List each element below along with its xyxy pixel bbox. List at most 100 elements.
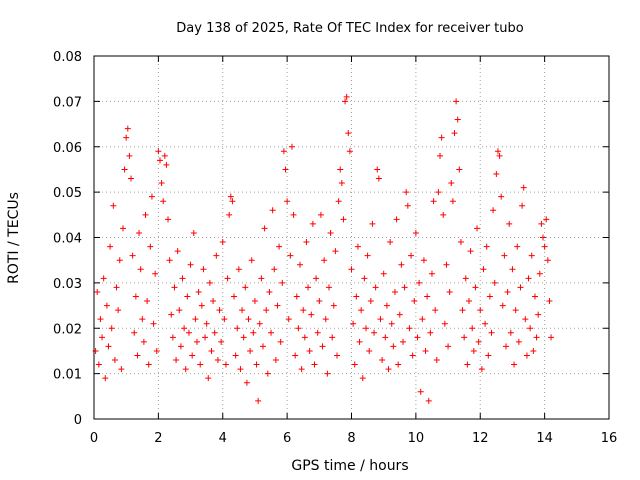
- data-point: [303, 239, 310, 246]
- data-point: [501, 252, 508, 259]
- data-point: [169, 334, 176, 341]
- data-point: [181, 325, 188, 332]
- data-point: [461, 334, 468, 341]
- data-point: [369, 220, 376, 227]
- data-point: [494, 148, 501, 155]
- data-point: [158, 180, 165, 187]
- data-point: [504, 288, 511, 295]
- data-point: [398, 261, 405, 268]
- data-point: [527, 325, 534, 332]
- data-point: [427, 329, 434, 336]
- y-tick-label: 0.02: [53, 322, 82, 337]
- data-point: [425, 397, 432, 404]
- data-point: [343, 93, 350, 100]
- data-point: [306, 347, 313, 354]
- data-point: [350, 320, 357, 327]
- data-point: [198, 302, 205, 309]
- data-point: [367, 298, 374, 305]
- data-point: [469, 325, 476, 332]
- data-point: [440, 211, 447, 218]
- data-point: [206, 279, 213, 286]
- data-point: [177, 343, 184, 350]
- data-point: [128, 175, 135, 182]
- data-point: [308, 311, 315, 318]
- data-point: [472, 284, 479, 291]
- data-point: [242, 284, 249, 291]
- data-point: [538, 220, 545, 227]
- data-point: [219, 239, 226, 246]
- data-point: [353, 293, 360, 300]
- y-tick-label: 0.01: [53, 368, 82, 383]
- data-point: [168, 311, 175, 318]
- data-point: [428, 270, 435, 277]
- data-point: [155, 148, 162, 155]
- data-point: [105, 343, 112, 350]
- data-point: [388, 320, 395, 327]
- data-point: [441, 320, 448, 327]
- data-point: [250, 329, 257, 336]
- data-point: [375, 175, 382, 182]
- data-point: [295, 325, 302, 332]
- x-tick-label: 4: [219, 431, 227, 446]
- data-point: [379, 357, 386, 364]
- data-point: [271, 266, 278, 273]
- data-point: [478, 366, 485, 373]
- x-tick-label: 8: [347, 431, 355, 446]
- data-points: [92, 93, 555, 404]
- data-point: [540, 234, 547, 241]
- data-point: [493, 170, 500, 177]
- y-tick-label: 0.05: [53, 186, 82, 201]
- x-tick-label: 2: [154, 431, 162, 446]
- data-point: [459, 307, 466, 314]
- data-point: [300, 307, 307, 314]
- data-point: [237, 366, 244, 373]
- data-point: [309, 220, 316, 227]
- data-point: [152, 270, 159, 277]
- data-point: [216, 307, 223, 314]
- data-point: [221, 316, 228, 323]
- data-point: [231, 293, 238, 300]
- data-point: [372, 284, 379, 291]
- data-point: [496, 152, 503, 159]
- data-point: [184, 293, 191, 300]
- data-point: [103, 302, 110, 309]
- data-point: [351, 361, 358, 368]
- data-point: [179, 275, 186, 282]
- data-point: [261, 225, 268, 232]
- data-point: [245, 316, 252, 323]
- data-point: [298, 366, 305, 373]
- data-point: [329, 334, 336, 341]
- data-point: [417, 388, 424, 395]
- data-point: [166, 257, 173, 264]
- data-point: [520, 184, 527, 191]
- data-point: [317, 211, 324, 218]
- data-point: [371, 329, 378, 336]
- data-point: [140, 338, 147, 345]
- data-point: [113, 284, 120, 291]
- data-point: [195, 288, 202, 295]
- data-point: [548, 334, 555, 341]
- data-point: [393, 216, 400, 223]
- data-point: [361, 275, 368, 282]
- data-point: [163, 161, 170, 168]
- data-point: [100, 275, 107, 282]
- data-point: [276, 243, 283, 250]
- data-point: [406, 325, 413, 332]
- data-point: [97, 316, 104, 323]
- data-point: [462, 275, 469, 282]
- data-point: [243, 379, 250, 386]
- data-point: [266, 288, 273, 295]
- data-point: [525, 275, 532, 282]
- data-point: [456, 166, 463, 173]
- data-point: [123, 134, 130, 141]
- data-point: [297, 261, 303, 268]
- data-point: [509, 266, 516, 273]
- data-point: [258, 275, 265, 282]
- data-point: [536, 270, 543, 277]
- data-point: [485, 352, 492, 359]
- data-point: [327, 229, 334, 236]
- data-point: [464, 361, 471, 368]
- data-point: [192, 316, 199, 323]
- data-point: [395, 361, 402, 368]
